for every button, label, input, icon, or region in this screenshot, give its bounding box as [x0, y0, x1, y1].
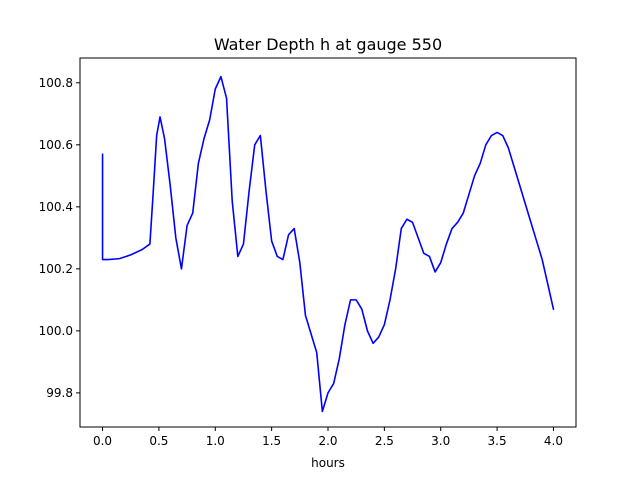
y-tick-label: 100.8: [39, 76, 73, 90]
y-tick-label: 100.0: [39, 324, 73, 338]
x-tick-label: 1.0: [206, 434, 225, 448]
x-tick-label: 0.5: [149, 434, 168, 448]
x-tick-label: 3.5: [488, 434, 507, 448]
x-tick-label: 0.0: [93, 434, 112, 448]
y-tick-label: 100.6: [39, 138, 73, 152]
plot-area: 0.0 0.5 1.0 1.5 2.0 2.5 3.0 3.5 4.0 99.8 100.0 100.…: [39, 57, 577, 448]
x-tick-label: 2.0: [318, 434, 337, 448]
x-tick-label: 4.0: [544, 434, 563, 448]
series-line-0: [101, 75, 555, 413]
x-tick-label: 1.5: [262, 434, 281, 448]
x-axis-label: hours: [311, 456, 345, 470]
y-tick-label: 100.4: [39, 200, 73, 214]
plot-frame: [79, 57, 577, 428]
y-tick-label: 100.2: [39, 262, 73, 276]
x-tick-label: 2.5: [375, 434, 394, 448]
y-tick-label: 99.8: [46, 386, 73, 400]
chart-title: Water Depth h at gauge 550: [214, 35, 442, 54]
x-tick-label: 3.0: [431, 434, 450, 448]
